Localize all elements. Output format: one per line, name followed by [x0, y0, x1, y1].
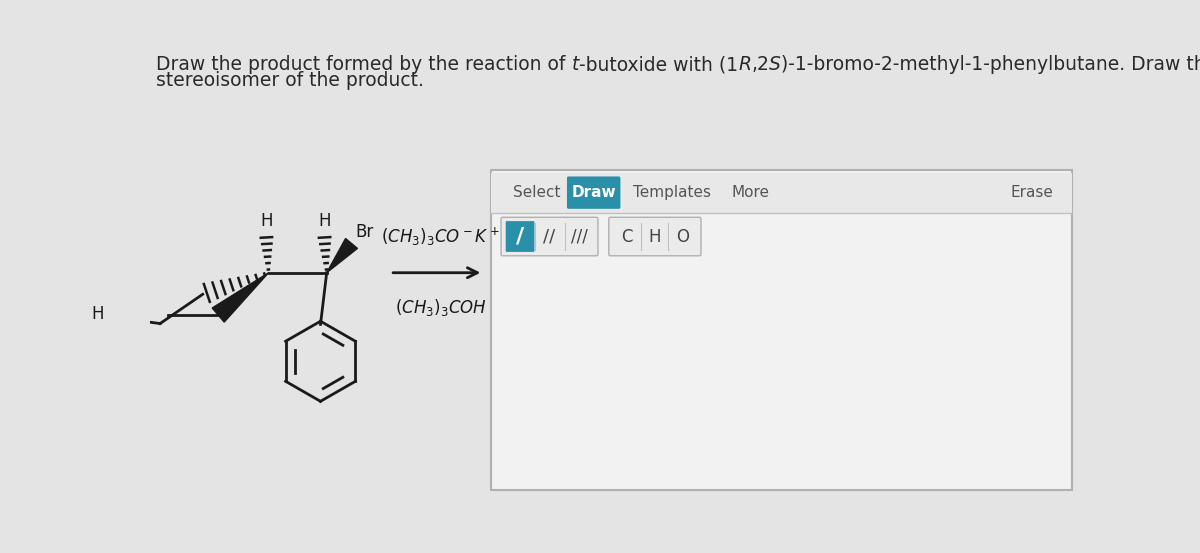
- Text: $(CH_3)_3COH$: $(CH_3)_3COH$: [395, 298, 486, 319]
- Text: S: S: [769, 55, 781, 74]
- Text: ,2: ,2: [751, 55, 769, 74]
- FancyBboxPatch shape: [491, 170, 1073, 490]
- Text: /: /: [516, 227, 524, 247]
- Text: Draw the product formed by the reaction of: Draw the product formed by the reaction …: [156, 55, 571, 74]
- Text: H: H: [318, 212, 331, 231]
- Text: ///: ///: [570, 227, 588, 246]
- Text: Erase: Erase: [1010, 185, 1052, 200]
- Text: R: R: [738, 55, 751, 74]
- Bar: [491, 173, 1073, 213]
- Text: H: H: [91, 305, 104, 322]
- FancyBboxPatch shape: [566, 176, 620, 209]
- Text: $(CH_3)_3CO^-K^+$: $(CH_3)_3CO^-K^+$: [382, 226, 500, 248]
- Polygon shape: [212, 273, 269, 322]
- Text: t: t: [571, 55, 578, 74]
- Text: H: H: [649, 227, 661, 246]
- Text: Draw: Draw: [571, 185, 616, 200]
- Text: -butoxide with (1: -butoxide with (1: [578, 55, 738, 74]
- FancyBboxPatch shape: [502, 217, 598, 256]
- Text: H: H: [260, 212, 272, 231]
- Text: Br: Br: [355, 223, 373, 241]
- Text: C: C: [622, 227, 632, 246]
- Polygon shape: [326, 238, 358, 273]
- Text: Select: Select: [512, 185, 560, 200]
- Text: Templates: Templates: [632, 185, 710, 200]
- FancyBboxPatch shape: [608, 217, 701, 256]
- Text: stereoisomer of the product.: stereoisomer of the product.: [156, 71, 424, 90]
- Text: O: O: [677, 227, 689, 246]
- Text: )-1-bromo-2-methyl-1-phenylbutane. Draw the correct: )-1-bromo-2-methyl-1-phenylbutane. Draw …: [781, 55, 1200, 74]
- Text: //: //: [544, 227, 556, 246]
- FancyBboxPatch shape: [505, 221, 534, 252]
- Text: More: More: [731, 185, 769, 200]
